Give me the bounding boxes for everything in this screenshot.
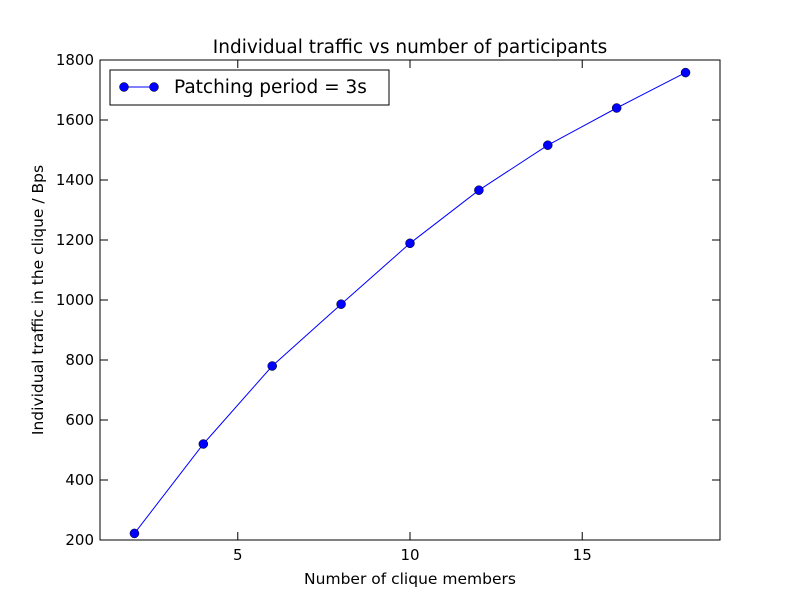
- plot-area-frame: [99, 59, 721, 541]
- y-tick-label: 200: [65, 531, 94, 549]
- y-tick-label: 1600: [56, 111, 94, 129]
- y-tick-label: 600: [65, 411, 94, 429]
- data-point: [474, 185, 484, 195]
- series-layer: [129, 67, 691, 539]
- data-point: [267, 361, 277, 371]
- data-point: [611, 103, 622, 113]
- axis-ticks: 5 10 15 200 400 600 800 1000 1200 1400 1600 1800: [56, 51, 720, 564]
- x-tick-label: 15: [573, 546, 592, 564]
- data-point: [129, 528, 140, 539]
- x-tick-label: 5: [233, 546, 243, 564]
- y-tick-label: 1400: [56, 171, 94, 189]
- y-tick-label: 800: [65, 351, 94, 369]
- y-axis-label: Individual traffic in the clique / Bps: [29, 165, 47, 435]
- legend-marker: [119, 82, 129, 92]
- y-tick-label: 1800: [56, 51, 94, 69]
- data-point: [405, 238, 415, 249]
- data-point: [336, 299, 346, 309]
- y-tick-label: 1000: [56, 291, 94, 309]
- y-tick-label: 400: [65, 471, 94, 489]
- legend-marker: [149, 82, 159, 92]
- data-point: [198, 439, 209, 449]
- x-axis-label: Number of clique members: [304, 570, 516, 588]
- data-point: [680, 67, 691, 78]
- x-tick-label: 10: [400, 546, 419, 564]
- chart-title: Individual traffic vs number of particip…: [213, 37, 607, 58]
- data-point: [543, 140, 553, 150]
- legend: Patching period = 3s: [109, 69, 390, 106]
- legend-series-label: Patching period = 3s: [174, 77, 367, 98]
- y-tick-label: 1200: [56, 231, 94, 249]
